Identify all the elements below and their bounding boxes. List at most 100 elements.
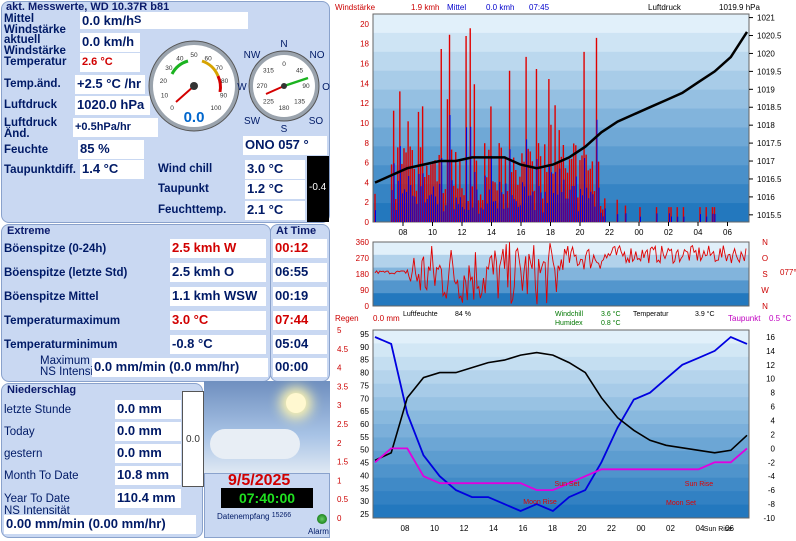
chart3-windchill-label: Windchill <box>555 311 583 318</box>
compass-tick-label: 135 <box>294 99 305 106</box>
humidity-value: 85 % <box>78 140 144 159</box>
plot-band <box>373 267 749 281</box>
windchill-value: 3.0 °C <box>245 160 305 179</box>
plot-band <box>373 51 749 72</box>
plot-band <box>373 356 749 371</box>
compass-tick-label: 180 <box>279 105 290 112</box>
chart1-x-tick: 14 <box>487 228 496 237</box>
chart3-humidex: 0.8 °C <box>601 319 621 327</box>
clock-value: 07:40:00 <box>221 488 313 508</box>
chart1-y-left-tick: 12 <box>360 99 369 108</box>
chart1-y-right-tick: 1016.5 <box>757 175 782 184</box>
chart1-y-right-tick: 1020.5 <box>757 32 782 41</box>
chart1-y-right-tick: 1019 <box>757 85 775 94</box>
chart1-y-left-tick: 6 <box>365 159 370 168</box>
chart3-temp-label: Temperatur <box>633 311 669 318</box>
compass-tick-label: 225 <box>263 99 274 106</box>
chart3-y-rain-tick: 1.5 <box>337 458 349 467</box>
gauge-tick-label: 50 <box>190 52 198 59</box>
gauge-tick-label: 30 <box>165 65 173 72</box>
date-value: 9/5/2025 <box>228 472 291 489</box>
chart3-y-rain-tick: 3 <box>337 401 342 410</box>
chart3-y-hum-tick: 30 <box>360 497 369 506</box>
dewpoint-label: Taupunkt <box>158 183 209 195</box>
temp-trend-value: -0.4 <box>309 182 327 193</box>
chart3-y-temp-tick: 16 <box>766 333 775 342</box>
temperature-value: 2.6 °C <box>80 53 140 72</box>
chart2-y-left-tick: 270 <box>356 254 370 263</box>
chart3-x-tick: 18 <box>548 524 557 533</box>
pressure-change-label: Luftdruck Änd. <box>4 117 58 140</box>
chart3-y-temp-tick: 14 <box>766 347 775 356</box>
chart1-x-tick: 00 <box>635 228 644 237</box>
plot-band <box>373 242 749 256</box>
chart3-y-rain-tick: 0.5 <box>337 495 349 504</box>
chart3-humidex-label: Humidex <box>555 320 583 327</box>
pressure-line <box>374 31 749 184</box>
chart3-y-hum-tick: 60 <box>360 420 369 429</box>
chart1-pressure: 1019.9 hPa <box>719 3 760 12</box>
chart1-wind-label: Windstärke <box>335 3 376 12</box>
windchill-label: Wind chill <box>158 163 213 175</box>
chart3-y-temp-tick: 4 <box>771 417 776 426</box>
compass-sw: SW <box>244 116 261 127</box>
wind-compass: 0 45 90 135 180 225 270 315 N NO O SO S SW W NW <box>237 39 330 134</box>
chart3-y-temp-tick: -4 <box>768 472 776 481</box>
chart3-rain: 0.0 mm <box>373 314 400 323</box>
chart3-y-temp-tick: 0 <box>771 444 776 453</box>
dewpoint-value: 1.2 °C <box>245 180 305 199</box>
alarm-indicator[interactable] <box>317 514 327 524</box>
temp-change-value: +2.5 °C /hr <box>75 75 145 94</box>
chart1-y-right-tick: 1017.5 <box>757 139 782 148</box>
ns-max-value: 0.0 mm/min (0.0 mm/hr) <box>92 358 268 377</box>
chart2-y-right-tick: S <box>762 270 767 279</box>
dewdiff-label: Taupunktdiff. <box>4 164 76 176</box>
dewpoint-line <box>374 447 748 492</box>
chart3-y-temp-tick: 6 <box>771 403 776 412</box>
chart1-y-left-tick: 4 <box>365 178 370 187</box>
rain-row-value: 110.4 mm <box>115 489 181 508</box>
plot-band <box>373 450 749 465</box>
chart3-x-tick: 04 <box>696 524 705 533</box>
chart1-y-right-tick: 1015.5 <box>757 211 782 220</box>
chart1-x-tick: 10 <box>428 228 437 237</box>
gauge-tick-label: 20 <box>160 78 168 85</box>
plot-frame <box>372 241 750 307</box>
rain-gauge: 0.0 <box>182 391 204 487</box>
extreme-row-value: 1.1 kmh WSW <box>170 287 266 306</box>
extreme-row-time: 07:44 <box>273 311 327 330</box>
extreme-row-value: 2.5 kmh W <box>170 239 266 258</box>
plot-band <box>373 504 749 519</box>
chart3-y-temp-tick: 2 <box>771 430 776 439</box>
plot-band <box>373 70 749 91</box>
chart2-y-right-tick: N <box>762 302 768 311</box>
chart3-x-tick: 08 <box>401 524 410 533</box>
plot-band <box>373 14 749 34</box>
compass-o: O <box>322 82 330 93</box>
wind-now-label: aktuell Windstärke <box>4 34 66 57</box>
chart3-y-temp-tick: -8 <box>768 500 776 509</box>
rain-title: Niederschlag <box>7 384 77 396</box>
gauge-tick-label: 40 <box>176 55 184 62</box>
chart3-x-tick: 06 <box>725 524 734 533</box>
chart1-y-left-tick: 8 <box>365 139 370 148</box>
gauge-tick-label: 60 <box>204 55 212 62</box>
compass-tick-label: 270 <box>257 83 268 90</box>
chart1-y-left-tick: 2 <box>365 198 370 207</box>
compass-so: SO <box>309 116 324 127</box>
chart3-x-tick: 02 <box>666 524 675 533</box>
pressure-change-value: +0.5hPa/hr <box>73 118 158 137</box>
chart3-y-hum-tick: 40 <box>360 471 369 480</box>
chart3-x-tick: 14 <box>489 524 498 533</box>
rain-row-value: 0.0 mm <box>115 400 181 419</box>
ns-max-time: 00:00 <box>273 358 327 377</box>
chart1-y-left-tick: 10 <box>360 119 369 128</box>
temperature-line <box>374 335 748 513</box>
chart3-hum: 84 % <box>455 311 471 318</box>
extreme-row-label: Böenspitze (letzte Std) <box>4 267 128 279</box>
gauge-speed-value: 0.0 <box>184 109 205 126</box>
cloud-icon <box>210 429 300 459</box>
rain-intensity-value: 0.00 mm/min (0.00 mm/hr) <box>4 515 196 534</box>
rain-row-value: 0.0 mm <box>115 444 181 463</box>
